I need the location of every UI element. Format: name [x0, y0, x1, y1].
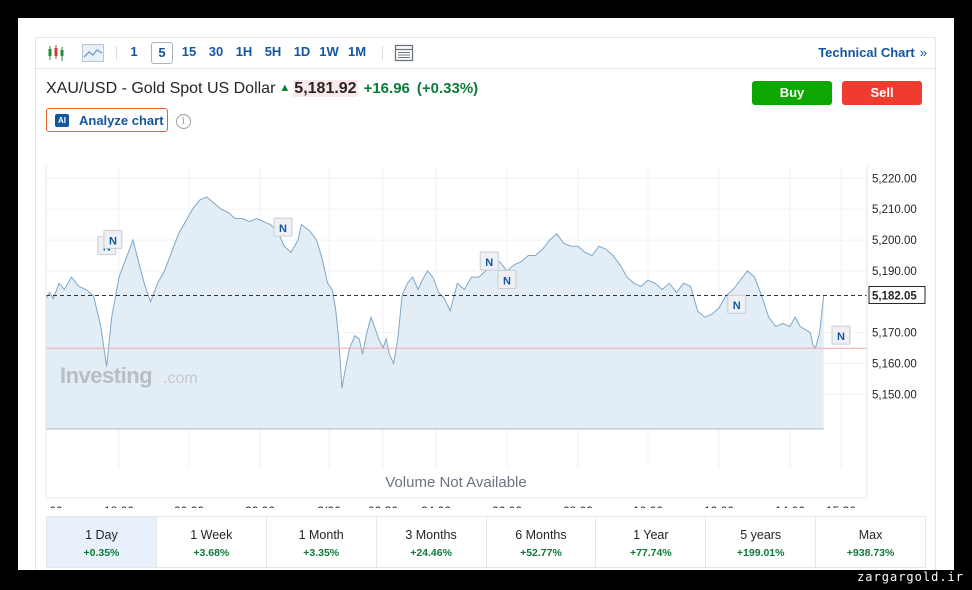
y-tick-label: 5,200.00: [872, 235, 917, 247]
y-tick-label: 5,220.00: [872, 173, 917, 185]
timeframe-1m[interactable]: 1M: [347, 44, 367, 59]
analyze-chart-label: Analyze chart: [79, 113, 164, 128]
investing-watermark-suffix: .com: [163, 370, 198, 387]
x-tick-label: 2/26: [317, 504, 341, 508]
timeframe-5[interactable]: 5: [151, 42, 173, 64]
current-price-label: 5,182.05: [872, 290, 917, 302]
news-marker[interactable]: [497, 270, 517, 290]
period-change: +199.01%: [736, 547, 785, 559]
period-label: 1 Year: [633, 528, 669, 542]
last-price: 5,181.92: [293, 80, 358, 97]
y-tick-label: 5,210.00: [872, 204, 917, 216]
period-1-month[interactable]: 1 Month +3.35%: [267, 517, 377, 567]
period-6-months[interactable]: 6 Months +52.77%: [487, 517, 597, 567]
x-tick-label: 04:00: [421, 504, 451, 508]
period-change: +3.68%: [193, 547, 230, 559]
sell-button[interactable]: Sell: [842, 81, 922, 105]
x-tick-label: 08:00: [563, 504, 593, 508]
x-tick-label: :00: [46, 504, 63, 508]
info-icon[interactable]: i: [176, 114, 191, 129]
period-change: +52.77%: [520, 547, 562, 559]
x-tick-label: 22:00: [245, 504, 275, 508]
period-change: +24.46%: [410, 547, 452, 559]
y-tick-label: 5,190.00: [872, 266, 917, 278]
chevron-right-icon: »: [919, 45, 927, 60]
period-change: +77.74%: [629, 547, 672, 559]
news-marker[interactable]: [479, 251, 499, 271]
period-1-day[interactable]: 1 Day +0.35%: [47, 517, 157, 567]
period-selector: 1 Day +0.35% 1 Week +3.68% 1 Month +3.35% 3 Mo…: [46, 516, 926, 568]
toolbar-divider: [116, 46, 117, 60]
site-watermark: zargargold.ir: [857, 570, 964, 584]
toolbar-divider: [382, 46, 383, 60]
period-5-years[interactable]: 5 years +199.01%: [706, 517, 817, 567]
price-area-fill: [46, 196, 824, 429]
x-tick-label: 02:30: [368, 504, 398, 508]
price-change-percent: (+0.33%): [416, 80, 479, 97]
period-change: +938.73%: [846, 547, 895, 559]
x-tick-label: 06:00: [492, 504, 522, 508]
x-tick-label: 20:00: [174, 504, 204, 508]
period-change: +3.35%: [303, 547, 340, 559]
ai-icon: AI: [55, 114, 69, 127]
x-tick-label: 12:00: [704, 504, 734, 508]
period-label: 3 Months: [405, 528, 457, 542]
news-marker-label: N: [733, 300, 741, 312]
instrument-name: XAU/USD - Gold Spot US Dollar: [46, 80, 276, 97]
x-tick-label: 14:00: [775, 504, 805, 508]
y-tick-label: 5,170.00: [872, 328, 917, 340]
x-tick-label: 10:00: [633, 504, 663, 508]
technical-chart-link[interactable]: Technical Chart »: [818, 45, 927, 60]
investing-watermark: Investing: [60, 363, 152, 388]
period-label: 6 Months: [515, 528, 567, 542]
news-marker-label: N: [503, 276, 511, 288]
price-chart[interactable]: 5,220.00 5,210.00 5,200.00 5,190.00 5,170.00…: [36, 148, 935, 508]
news-marker[interactable]: [103, 229, 123, 249]
timeframe-1[interactable]: 1: [130, 44, 138, 59]
timeframe-15[interactable]: 15: [181, 44, 197, 59]
chart-panel: 1 5 15 30 1H 5H 1D 1W 1M Technical Chart » XAU/US…: [18, 18, 954, 570]
area-chart-icon[interactable]: [82, 44, 104, 62]
chart-card: 1 5 15 30 1H 5H 1D 1W 1M Technical Chart » XAU/US…: [35, 37, 936, 570]
period-label: 1 Month: [298, 528, 344, 542]
period-label: 1 Day: [85, 528, 118, 542]
news-marker-label: N: [279, 223, 287, 235]
period-label: 1 Week: [190, 528, 233, 542]
period-1-year[interactable]: 1 Year +77.74%: [596, 517, 707, 567]
news-marker-label: N: [485, 257, 493, 269]
period-change: +0.35%: [83, 547, 120, 559]
period-max[interactable]: Max +938.73%: [816, 517, 925, 567]
x-tick-label: 15:30: [826, 504, 856, 508]
period-3-months[interactable]: 3 Months +24.46%: [377, 517, 487, 567]
chart-toolbar: 1 5 15 30 1H 5H 1D 1W 1M Technical Chart »: [36, 38, 935, 69]
news-marker[interactable]: [727, 294, 747, 314]
period-label: Max: [858, 528, 883, 542]
current-price-box: [868, 285, 926, 304]
candlestick-chart-icon[interactable]: [46, 44, 66, 62]
period-label: 5 years: [740, 528, 782, 542]
news-marker-label: N: [837, 331, 845, 343]
price-line: [45, 196, 825, 389]
news-marker[interactable]: [831, 325, 851, 345]
timeframe-1w[interactable]: 1W: [319, 44, 339, 59]
up-arrow-icon: ▲: [279, 82, 291, 94]
timeframe-1h[interactable]: 1H: [235, 44, 253, 59]
buy-button[interactable]: Buy: [752, 81, 832, 105]
analyze-chart-button[interactable]: AI Analyze chart: [46, 108, 168, 132]
timeframe-30[interactable]: 30: [208, 44, 224, 59]
price-change: +16.96: [363, 80, 410, 97]
volume-not-available-message: Volume Not Available: [385, 474, 526, 491]
timeframe-5h[interactable]: 5H: [264, 44, 282, 59]
timeframe-1d[interactable]: 1D: [293, 44, 311, 59]
technical-chart-label: Technical Chart: [818, 45, 915, 60]
y-tick-label: 5,150.00: [872, 389, 917, 401]
y-tick-label: 5,160.00: [872, 359, 917, 371]
x-tick-label: 18:00: [104, 504, 134, 508]
news-marker-label: N: [109, 235, 117, 247]
indicators-icon[interactable]: [394, 44, 414, 62]
period-1-week[interactable]: 1 Week +3.68%: [157, 517, 267, 567]
news-marker[interactable]: [273, 217, 293, 237]
instrument-header: XAU/USD - Gold Spot US Dollar ▲ 5,181.92 +1…: [46, 80, 478, 100]
